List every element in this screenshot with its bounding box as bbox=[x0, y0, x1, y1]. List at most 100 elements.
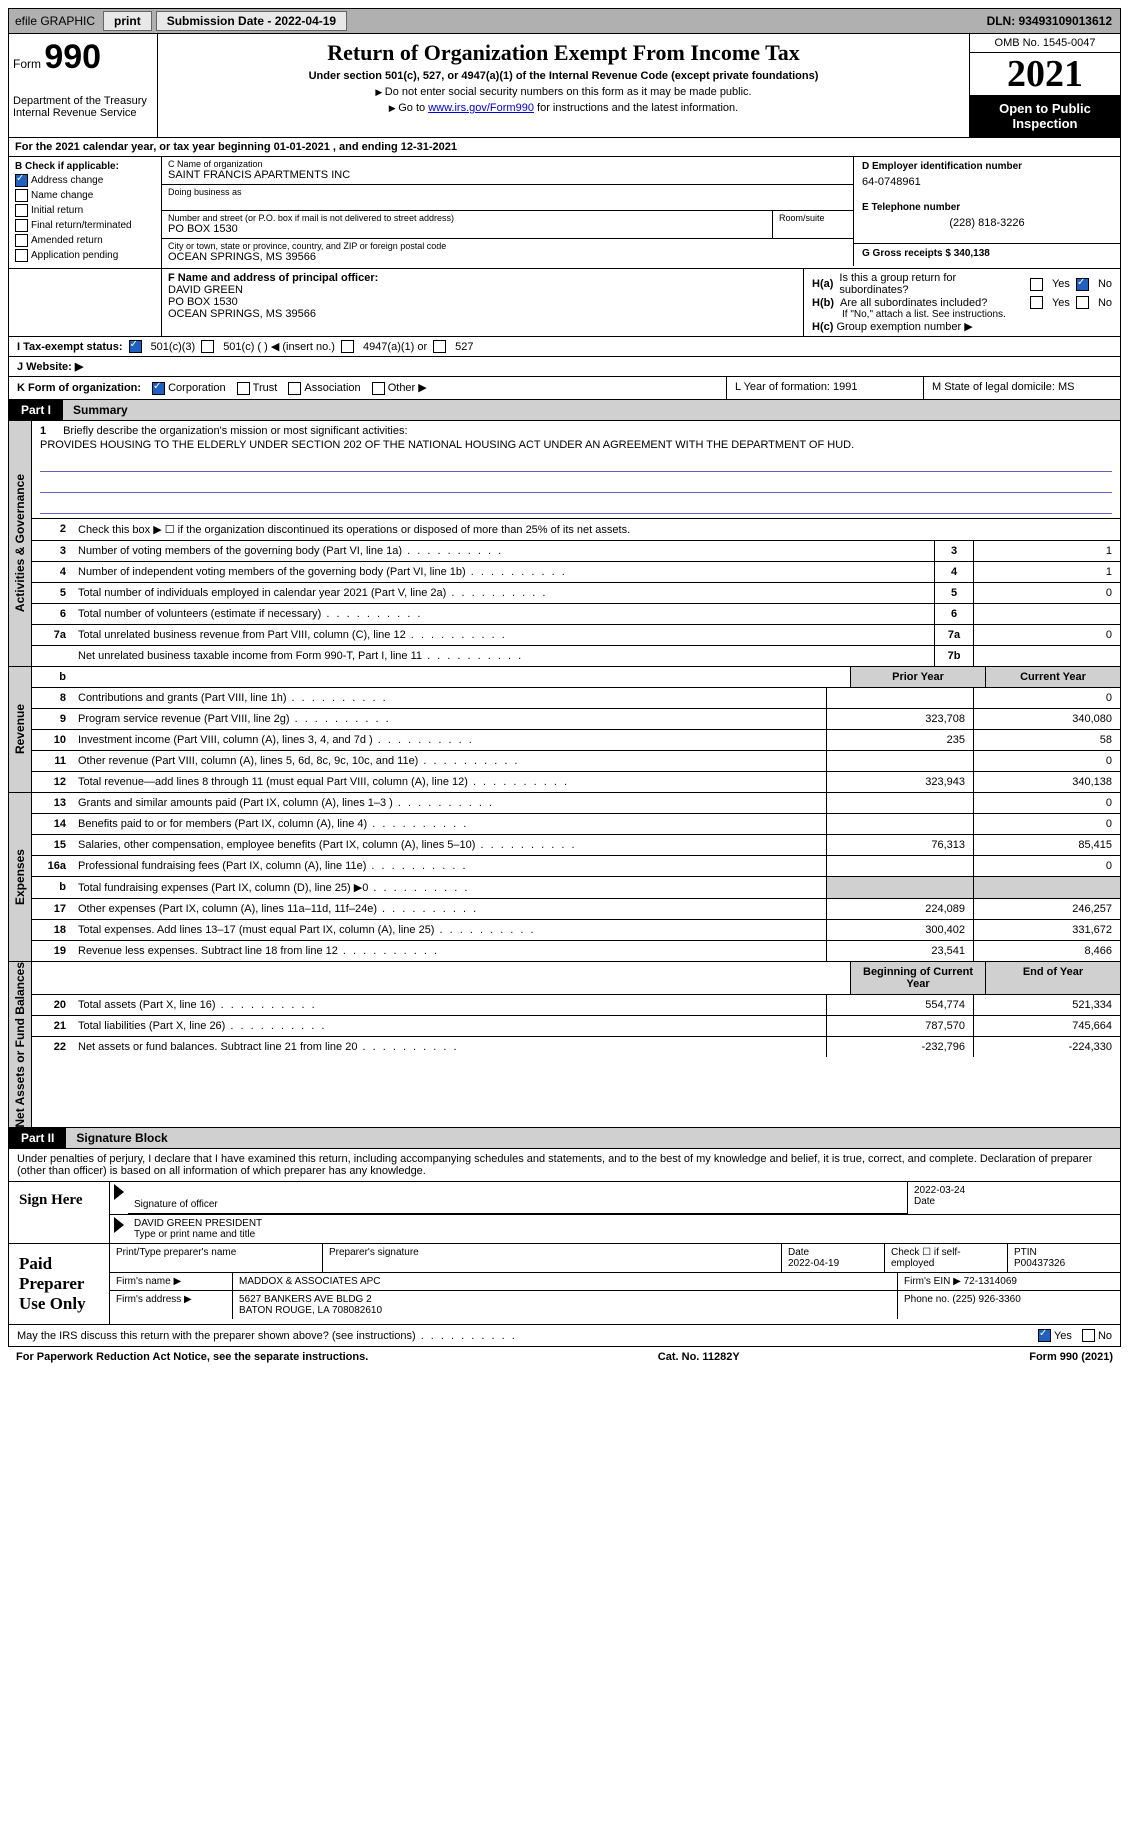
box-b-checkbox-1[interactable] bbox=[15, 189, 28, 202]
line2-text: Check this box ▶ ☐ if the organization d… bbox=[72, 519, 1120, 540]
vtab-net-label: Net Assets or Fund Balances bbox=[13, 962, 27, 1128]
form-title: Return of Organization Exempt From Incom… bbox=[166, 40, 961, 66]
irs-label: Internal Revenue Service bbox=[13, 107, 153, 119]
right-info: D Employer identification number 64-0748… bbox=[854, 157, 1120, 266]
hb-no-checkbox[interactable] bbox=[1076, 296, 1089, 309]
i-501c-checkbox[interactable] bbox=[201, 340, 214, 353]
part2-title: Signature Block bbox=[66, 1128, 1120, 1148]
box-b-checkbox-5[interactable] bbox=[15, 249, 28, 262]
current-year-cell: -224,330 bbox=[973, 1037, 1120, 1057]
box-b-checkbox-3[interactable] bbox=[15, 219, 28, 232]
k-opt-assoc: Association bbox=[304, 382, 360, 394]
current-year-cell: 8,466 bbox=[973, 941, 1120, 961]
line-text: Program service revenue (Part VIII, line… bbox=[72, 709, 826, 729]
ha-yes-checkbox[interactable] bbox=[1030, 278, 1043, 291]
line-num: 17 bbox=[32, 899, 72, 919]
i-501c3-checkbox[interactable] bbox=[129, 340, 142, 353]
box-b-checkbox-2[interactable] bbox=[15, 204, 28, 217]
mission-blank-1 bbox=[40, 457, 1112, 472]
line-num: 8 bbox=[32, 688, 72, 708]
prior-year-cell: 235 bbox=[826, 730, 973, 750]
vtab-governance: Activities & Governance bbox=[9, 421, 32, 666]
line-text: Total number of volunteers (estimate if … bbox=[72, 604, 934, 624]
table-row: 15 Salaries, other compensation, employe… bbox=[32, 835, 1120, 856]
omb-number: OMB No. 1545-0047 bbox=[970, 34, 1120, 53]
box-b-checkbox-0[interactable] bbox=[15, 174, 28, 187]
line-value bbox=[973, 604, 1120, 624]
ha-no-checkbox[interactable] bbox=[1076, 278, 1089, 291]
ha-yes-lbl: Yes bbox=[1052, 278, 1070, 290]
hc-text: Group exemption number ▶ bbox=[836, 321, 972, 333]
box-b-item-label: Amended return bbox=[31, 235, 103, 246]
firm-phone: (225) 926-3360 bbox=[952, 1294, 1020, 1305]
k-corp-checkbox[interactable] bbox=[152, 382, 165, 395]
line-text: Total fundraising expenses (Part IX, col… bbox=[72, 877, 826, 898]
irs-form990-link[interactable]: www.irs.gov/Form990 bbox=[428, 102, 534, 114]
prior-year-cell bbox=[826, 793, 973, 813]
current-year-cell: 58 bbox=[973, 730, 1120, 750]
prior-year-cell bbox=[826, 751, 973, 771]
k-label: K Form of organization: bbox=[17, 382, 141, 394]
dba-label: Doing business as bbox=[162, 185, 853, 197]
section-revenue: Revenue b Prior Year Current Year 8 Cont… bbox=[8, 667, 1121, 793]
line-box: 6 bbox=[934, 604, 973, 624]
form-header: Form 990 Department of the Treasury Inte… bbox=[8, 34, 1121, 138]
city-value: OCEAN SPRINGS, MS 39566 bbox=[162, 251, 853, 266]
sig-officer-label: Signature of officer bbox=[134, 1199, 901, 1210]
current-year-cell: 0 bbox=[973, 856, 1120, 876]
box-b-checkbox-4[interactable] bbox=[15, 234, 28, 247]
i-527-checkbox[interactable] bbox=[433, 340, 446, 353]
prep-sig-lbl: Preparer's signature bbox=[323, 1244, 782, 1272]
vtab-net-assets: Net Assets or Fund Balances bbox=[9, 962, 32, 1128]
print-button[interactable]: print bbox=[103, 11, 152, 31]
table-row: 17 Other expenses (Part IX, column (A), … bbox=[32, 899, 1120, 920]
header-right: OMB No. 1545-0047 2021 Open to Public In… bbox=[969, 34, 1120, 137]
line-num: 13 bbox=[32, 793, 72, 813]
line-num: 7a bbox=[32, 625, 72, 645]
submission-date-button[interactable]: Submission Date - 2022-04-19 bbox=[156, 11, 347, 31]
discuss-no-checkbox[interactable] bbox=[1082, 1329, 1095, 1342]
ha-label: H(a) bbox=[812, 278, 833, 290]
line-text: Net unrelated business taxable income fr… bbox=[72, 646, 934, 666]
k-assoc-checkbox[interactable] bbox=[288, 382, 301, 395]
hb-note: If "No," attach a list. See instructions… bbox=[812, 309, 1112, 320]
line-num: b bbox=[32, 877, 72, 898]
current-year-cell: 0 bbox=[973, 814, 1120, 834]
line-num: 11 bbox=[32, 751, 72, 771]
mission-text: PROVIDES HOUSING TO THE ELDERLY UNDER SE… bbox=[40, 439, 1112, 451]
box-b-item-label: Initial return bbox=[31, 205, 83, 216]
k-trust-checkbox[interactable] bbox=[237, 382, 250, 395]
line-a-calendar-year: For the 2021 calendar year, or tax year … bbox=[8, 138, 1121, 157]
org-name-label: C Name of organization bbox=[162, 157, 853, 169]
box-b-item-label: Address change bbox=[31, 175, 103, 186]
prep-name-lbl: Print/Type preparer's name bbox=[110, 1244, 323, 1272]
k-opt-other: Other ▶ bbox=[388, 382, 427, 394]
org-name: SAINT FRANCIS APARTMENTS INC bbox=[162, 169, 853, 184]
name-pointer-icon bbox=[114, 1217, 124, 1233]
line-text: Net assets or fund balances. Subtract li… bbox=[72, 1037, 826, 1057]
box-c: C Name of organization SAINT FRANCIS APA… bbox=[162, 157, 1120, 268]
line-text: Other revenue (Part VIII, column (A), li… bbox=[72, 751, 826, 771]
line-num: 5 bbox=[32, 583, 72, 603]
line-num: 18 bbox=[32, 920, 72, 940]
firm-ein-lbl: Firm's EIN ▶ bbox=[904, 1276, 961, 1287]
hb-yes-checkbox[interactable] bbox=[1030, 296, 1043, 309]
box-f-label: F Name and address of principal officer: bbox=[168, 272, 797, 284]
discuss-yes-checkbox[interactable] bbox=[1038, 1329, 1051, 1342]
gov-line: Net unrelated business taxable income fr… bbox=[32, 646, 1120, 666]
street-value: PO BOX 1530 bbox=[162, 223, 772, 238]
dept-treasury: Department of the Treasury bbox=[13, 95, 153, 107]
gov-line: 3 Number of voting members of the govern… bbox=[32, 541, 1120, 562]
line-text: Total expenses. Add lines 13–17 (must eq… bbox=[72, 920, 826, 940]
cat-number: Cat. No. 11282Y bbox=[658, 1351, 740, 1363]
table-row: 21 Total liabilities (Part X, line 26) 7… bbox=[32, 1016, 1120, 1037]
current-year-cell: 331,672 bbox=[973, 920, 1120, 940]
vtab-expenses: Expenses bbox=[9, 793, 32, 961]
i-4947-checkbox[interactable] bbox=[341, 340, 354, 353]
form-subtitle: Under section 501(c), 527, or 4947(a)(1)… bbox=[166, 70, 961, 82]
entity-block: B Check if applicable: Address changeNam… bbox=[8, 157, 1121, 269]
mission-blank-2 bbox=[40, 478, 1112, 493]
box-b-item: Application pending bbox=[15, 249, 155, 262]
line-value: 1 bbox=[973, 541, 1120, 561]
k-other-checkbox[interactable] bbox=[372, 382, 385, 395]
